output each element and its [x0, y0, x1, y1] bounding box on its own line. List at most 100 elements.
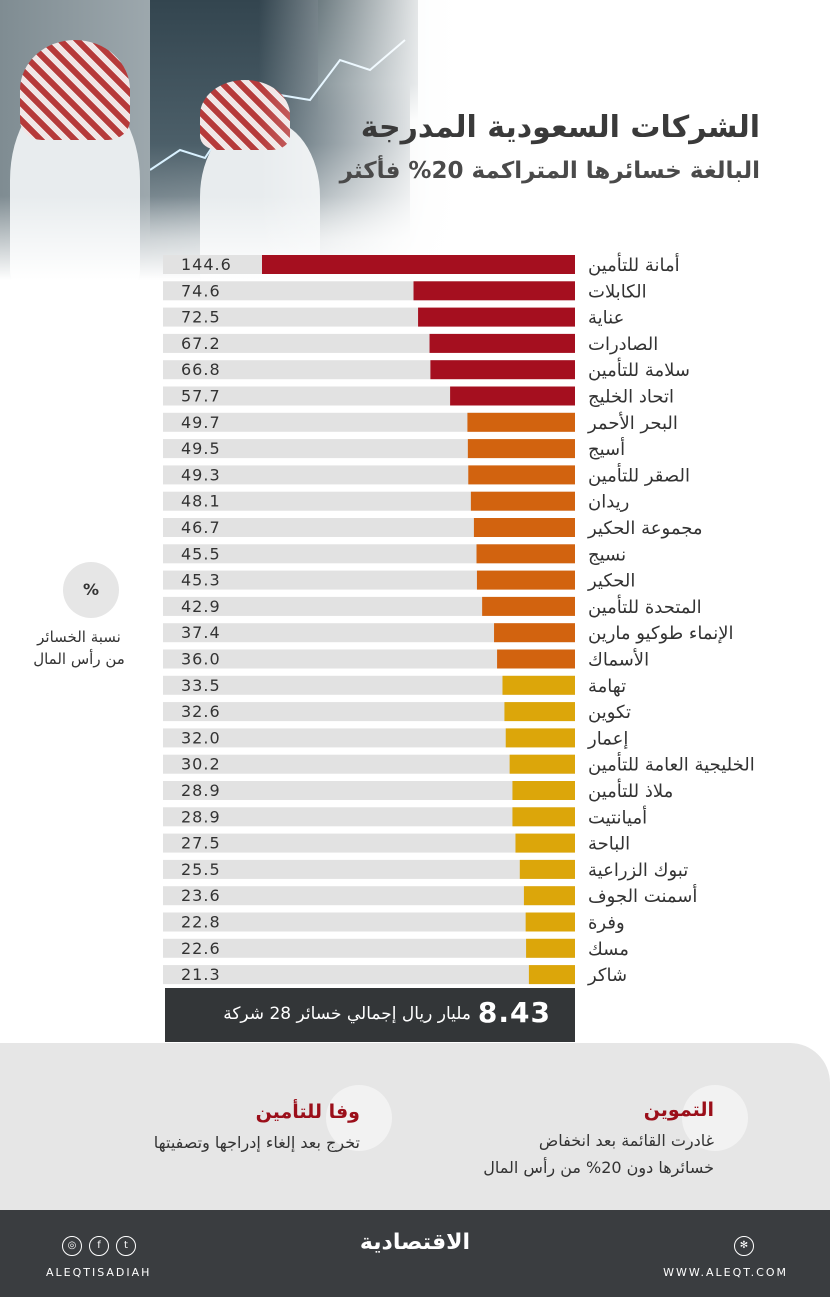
bar [467, 439, 575, 459]
instagram-icon[interactable]: ◎ [62, 1236, 82, 1256]
note-left-text: تخرج بعد إلغاء إدراجها وتصفيتها [40, 1129, 360, 1156]
bar-track [163, 728, 575, 748]
bar [526, 938, 575, 958]
bar-track [163, 938, 575, 958]
bar-value-label: 49.5 [181, 439, 221, 458]
note-right-text: غادرت القائمة بعد انخفاض خسائرها دون 20%… [384, 1127, 714, 1181]
bar-track [163, 965, 575, 985]
category-label: الإنماء طوكيو مارين [588, 623, 734, 644]
bar-track [163, 807, 575, 827]
legend-label: نسبة الخسائر من رأس المال [18, 626, 140, 670]
bar [473, 518, 575, 537]
bar-value-label: 42.9 [181, 597, 221, 616]
category-label: الخليجية العامة للتأمين [588, 752, 755, 776]
category-label: المتحدة للتأمين [588, 594, 702, 618]
bar-track [163, 702, 575, 722]
category-label: أسمنت الجوف [588, 884, 697, 907]
note-left-line-1: تخرج بعد إلغاء إدراجها وتصفيتها [153, 1133, 360, 1152]
category-label: الكابلات [588, 281, 647, 302]
bar-value-label: 45.3 [181, 571, 221, 590]
bar-track [163, 570, 575, 590]
category-label: تهامة [588, 676, 626, 697]
page-subtitle: البالغة خسائرها المتراكمة 20% فأكثر [339, 158, 760, 184]
bar-value-label: 49.7 [181, 413, 221, 432]
total-text: مليار ريال إجمالي خسائر 28 شركة [223, 1004, 471, 1024]
category-label: مجموعة الحكير [587, 518, 703, 539]
category-label: نسيج [588, 544, 626, 565]
bar-value-label: 37.4 [181, 623, 221, 642]
bar-track [163, 912, 575, 932]
percent-badge: % [63, 562, 119, 618]
note-right-title: التموين [643, 1099, 714, 1121]
web-icon[interactable]: ✻ [734, 1236, 754, 1256]
bar-value-label: 144.6 [181, 255, 232, 274]
footer: ◎ f t ALEQTISADIAH الاقتصادية ✻ WWW.ALEQ… [0, 1210, 830, 1297]
bar [502, 675, 575, 695]
bar [525, 912, 575, 932]
header-photo [0, 0, 470, 280]
category-label: تكوين [588, 702, 631, 723]
bar [512, 807, 575, 827]
bar-value-label: 36.0 [181, 650, 221, 669]
bar-track [163, 623, 575, 643]
bar [505, 728, 575, 748]
bar [413, 281, 575, 301]
note-left-title: وفا للتأمين [255, 1101, 360, 1123]
page-title: الشركات السعودية المدرجة [360, 110, 760, 145]
bar-track [163, 754, 575, 774]
category-label: شاكر [587, 965, 627, 986]
category-label: أميانتيت [588, 805, 647, 828]
category-label: ريدان [588, 492, 629, 513]
total-box: 8.43 مليار ريال إجمالي خسائر 28 شركة [165, 988, 575, 1042]
bar-value-label: 49.3 [181, 465, 221, 484]
bar-value-label: 67.2 [181, 334, 221, 353]
bar [523, 886, 575, 906]
category-label: تبوك الزراعية [588, 860, 688, 881]
bar [494, 623, 575, 643]
bar-value-label: 28.9 [181, 781, 221, 800]
category-label: ملاذ للتأمين [588, 778, 673, 802]
bar-value-label: 22.6 [181, 939, 221, 958]
bar-track [163, 596, 575, 616]
category-label: أمانة للتأمين [588, 252, 680, 276]
category-label: عناية [588, 308, 624, 329]
bar [418, 307, 575, 327]
bar-value-label: 72.5 [181, 308, 221, 327]
bar-value-label: 46.7 [181, 518, 221, 537]
category-label: الأسماك [588, 649, 649, 671]
bar-value-label: 21.3 [181, 965, 221, 984]
bar-track [163, 781, 575, 800]
category-label: اتحاد الخليج [588, 387, 674, 408]
legend-line-1: نسبة الخسائر [37, 628, 121, 646]
twitter-icon[interactable]: t [116, 1236, 136, 1256]
category-label: الحكير [587, 571, 635, 592]
brand-logo: الاقتصادية [359, 1230, 471, 1255]
category-label: أسيج [588, 437, 625, 460]
category-label: الصقر للتأمين [588, 462, 690, 486]
notes-panel: التموين غادرت القائمة بعد انخفاض خسائرها… [0, 1043, 830, 1210]
category-label: مسك [588, 939, 629, 960]
note-circle-right [682, 1085, 748, 1151]
bar-value-label: 32.6 [181, 702, 221, 721]
bar [482, 596, 575, 616]
category-label: الصادرات [588, 334, 658, 355]
bar [497, 649, 575, 669]
bar-value-label: 48.1 [181, 492, 221, 511]
bar-value-label: 57.7 [181, 387, 221, 406]
facebook-icon[interactable]: f [89, 1236, 109, 1256]
website-link[interactable]: WWW.ALEQT.COM [663, 1266, 788, 1279]
bar [519, 859, 575, 879]
bar [262, 255, 575, 274]
bar [470, 491, 575, 511]
bar-track [163, 833, 575, 853]
social-handle[interactable]: ALEQTISADIAH [46, 1266, 152, 1279]
category-label: إعمار [587, 728, 628, 749]
photo-fade [0, 0, 470, 280]
bar [468, 465, 575, 485]
bar-value-label: 45.5 [181, 544, 221, 563]
bar-value-label: 74.6 [181, 281, 221, 300]
bar-value-label: 28.9 [181, 807, 221, 826]
bar [476, 544, 575, 564]
bar [509, 754, 575, 774]
